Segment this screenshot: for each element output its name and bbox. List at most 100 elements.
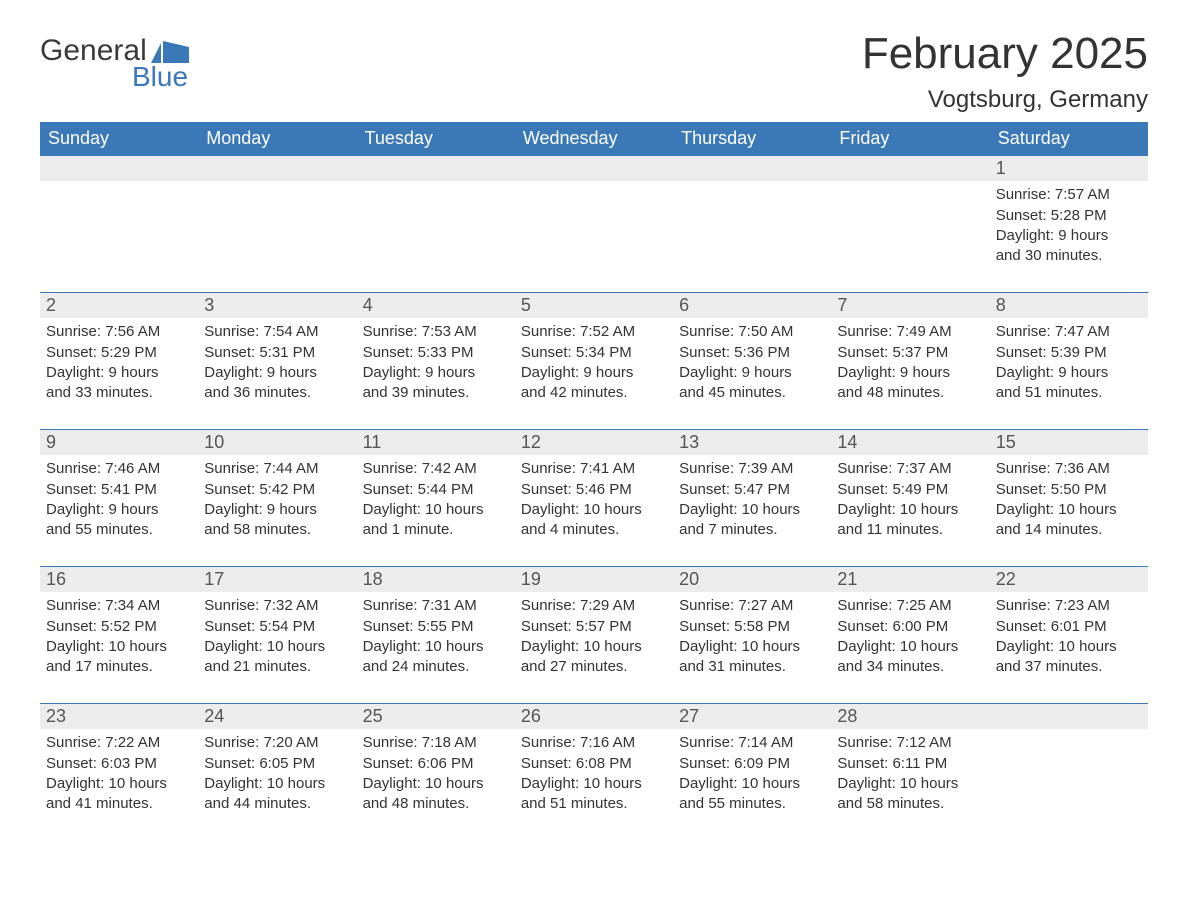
day-details: Sunrise: 7:34 AMSunset: 5:52 PMDaylight:… [40, 592, 198, 703]
day-details: Sunrise: 7:42 AMSunset: 5:44 PMDaylight:… [357, 455, 515, 566]
day-details: Sunrise: 7:47 AMSunset: 5:39 PMDaylight:… [990, 318, 1148, 429]
day-day1: Daylight: 9 hours [996, 363, 1142, 383]
day-number: 4 [357, 293, 515, 318]
day-details: Sunrise: 7:18 AMSunset: 6:06 PMDaylight:… [357, 729, 515, 831]
day-sunrise: Sunrise: 7:16 AM [521, 733, 667, 753]
day-sunset: Sunset: 5:55 PM [363, 617, 509, 637]
day-number: 14 [831, 430, 989, 455]
day-day1: Daylight: 10 hours [837, 500, 983, 520]
calendar-cell [673, 156, 831, 293]
day-details: Sunrise: 7:32 AMSunset: 5:54 PMDaylight:… [198, 592, 356, 703]
day-day1: Daylight: 10 hours [363, 774, 509, 794]
day-number [515, 156, 673, 181]
day-sunset: Sunset: 5:54 PM [204, 617, 350, 637]
day-sunrise: Sunrise: 7:57 AM [996, 185, 1142, 205]
day-sunrise: Sunrise: 7:20 AM [204, 733, 350, 753]
day-sunset: Sunset: 5:39 PM [996, 343, 1142, 363]
day-sunrise: Sunrise: 7:14 AM [679, 733, 825, 753]
day-details: Sunrise: 7:39 AMSunset: 5:47 PMDaylight:… [673, 455, 831, 566]
logo-word1: General [40, 36, 147, 66]
calendar-cell [40, 156, 198, 293]
calendar-cell: 12Sunrise: 7:41 AMSunset: 5:46 PMDayligh… [515, 430, 673, 567]
day-day1: Daylight: 10 hours [679, 637, 825, 657]
day-number: 10 [198, 430, 356, 455]
day-sunrise: Sunrise: 7:36 AM [996, 459, 1142, 479]
day-sunset: Sunset: 5:49 PM [837, 480, 983, 500]
calendar-cell: 15Sunrise: 7:36 AMSunset: 5:50 PMDayligh… [990, 430, 1148, 567]
day-day1: Daylight: 10 hours [46, 774, 192, 794]
day-sunrise: Sunrise: 7:22 AM [46, 733, 192, 753]
day-day1: Daylight: 10 hours [46, 637, 192, 657]
day-sunrise: Sunrise: 7:39 AM [679, 459, 825, 479]
day-day2: and 34 minutes. [837, 657, 983, 677]
day-day2: and 55 minutes. [46, 520, 192, 540]
day-sunset: Sunset: 5:57 PM [521, 617, 667, 637]
day-sunrise: Sunrise: 7:56 AM [46, 322, 192, 342]
day-number: 2 [40, 293, 198, 318]
day-day2: and 58 minutes. [204, 520, 350, 540]
day-number: 6 [673, 293, 831, 318]
day-details: Sunrise: 7:37 AMSunset: 5:49 PMDaylight:… [831, 455, 989, 566]
day-day2: and 11 minutes. [837, 520, 983, 540]
day-day1: Daylight: 9 hours [204, 363, 350, 383]
calendar-cell: 17Sunrise: 7:32 AMSunset: 5:54 PMDayligh… [198, 567, 356, 704]
day-number: 21 [831, 567, 989, 592]
day-day2: and 24 minutes. [363, 657, 509, 677]
day-sunset: Sunset: 5:31 PM [204, 343, 350, 363]
col-monday: Monday [198, 122, 356, 156]
day-day1: Daylight: 10 hours [204, 774, 350, 794]
day-day2: and 51 minutes. [521, 794, 667, 814]
day-sunrise: Sunrise: 7:27 AM [679, 596, 825, 616]
col-friday: Friday [831, 122, 989, 156]
day-details: Sunrise: 7:36 AMSunset: 5:50 PMDaylight:… [990, 455, 1148, 566]
day-sunset: Sunset: 5:46 PM [521, 480, 667, 500]
day-sunrise: Sunrise: 7:54 AM [204, 322, 350, 342]
day-sunset: Sunset: 5:50 PM [996, 480, 1142, 500]
day-number: 18 [357, 567, 515, 592]
day-day2: and 51 minutes. [996, 383, 1142, 403]
day-day2: and 45 minutes. [679, 383, 825, 403]
day-number: 19 [515, 567, 673, 592]
calendar-cell: 4Sunrise: 7:53 AMSunset: 5:33 PMDaylight… [357, 293, 515, 430]
day-sunset: Sunset: 5:52 PM [46, 617, 192, 637]
calendar-cell: 9Sunrise: 7:46 AMSunset: 5:41 PMDaylight… [40, 430, 198, 567]
day-day2: and 17 minutes. [46, 657, 192, 677]
calendar-cell: 8Sunrise: 7:47 AMSunset: 5:39 PMDaylight… [990, 293, 1148, 430]
day-sunrise: Sunrise: 7:29 AM [521, 596, 667, 616]
day-sunrise: Sunrise: 7:32 AM [204, 596, 350, 616]
day-day1: Daylight: 10 hours [837, 774, 983, 794]
calendar-row: 23Sunrise: 7:22 AMSunset: 6:03 PMDayligh… [40, 704, 1148, 832]
day-sunrise: Sunrise: 7:50 AM [679, 322, 825, 342]
col-wednesday: Wednesday [515, 122, 673, 156]
day-day2: and 48 minutes. [837, 383, 983, 403]
logo: General Blue [40, 36, 189, 88]
day-sunset: Sunset: 6:11 PM [837, 754, 983, 774]
day-sunset: Sunset: 5:36 PM [679, 343, 825, 363]
calendar-cell: 3Sunrise: 7:54 AMSunset: 5:31 PMDaylight… [198, 293, 356, 430]
col-thursday: Thursday [673, 122, 831, 156]
day-number: 13 [673, 430, 831, 455]
day-day2: and 55 minutes. [679, 794, 825, 814]
calendar-cell [198, 156, 356, 293]
day-sunset: Sunset: 5:29 PM [46, 343, 192, 363]
day-details: Sunrise: 7:44 AMSunset: 5:42 PMDaylight:… [198, 455, 356, 566]
logo-flag-icon [151, 39, 189, 63]
day-details: Sunrise: 7:29 AMSunset: 5:57 PMDaylight:… [515, 592, 673, 703]
day-day2: and 37 minutes. [996, 657, 1142, 677]
day-day1: Daylight: 9 hours [837, 363, 983, 383]
calendar-row: 9Sunrise: 7:46 AMSunset: 5:41 PMDaylight… [40, 430, 1148, 567]
calendar-cell: 14Sunrise: 7:37 AMSunset: 5:49 PMDayligh… [831, 430, 989, 567]
day-sunrise: Sunrise: 7:42 AM [363, 459, 509, 479]
day-sunrise: Sunrise: 7:49 AM [837, 322, 983, 342]
day-details [515, 181, 673, 283]
day-details: Sunrise: 7:49 AMSunset: 5:37 PMDaylight:… [831, 318, 989, 429]
day-details [40, 181, 198, 283]
day-sunset: Sunset: 5:41 PM [46, 480, 192, 500]
day-day1: Daylight: 10 hours [837, 637, 983, 657]
day-sunrise: Sunrise: 7:44 AM [204, 459, 350, 479]
day-details: Sunrise: 7:52 AMSunset: 5:34 PMDaylight:… [515, 318, 673, 429]
day-sunset: Sunset: 5:44 PM [363, 480, 509, 500]
day-day2: and 31 minutes. [679, 657, 825, 677]
day-day1: Daylight: 10 hours [996, 637, 1142, 657]
location: Vogtsburg, Germany [862, 86, 1148, 114]
